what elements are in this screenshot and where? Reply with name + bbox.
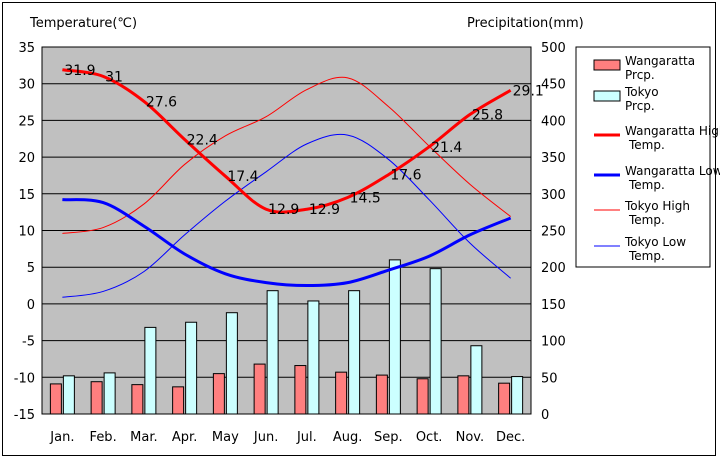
data-labels: 31.9 31 27.6 22.4 17.4 12.9 12.9 14.5 17.6 21.4 25… xyxy=(64,63,543,218)
temperature-lines xyxy=(62,68,512,298)
high-temp-data-label: 21.4 xyxy=(431,140,462,156)
tokyo-precip-bar xyxy=(511,376,524,415)
x-tick-label: Aug. xyxy=(333,430,363,445)
x-tick-label: Mar. xyxy=(130,430,157,445)
x-tick-label: Oct. xyxy=(416,430,443,445)
x-tick-label: Nov. xyxy=(456,430,485,445)
left-tick-label: 35 xyxy=(18,41,35,56)
left-tick-label: 15 xyxy=(18,188,35,203)
right-tick-label: 0 xyxy=(541,408,549,423)
tokyo-low-temp-line xyxy=(62,133,511,298)
tokyo-precip-bar xyxy=(470,345,483,415)
right-axis-title: Precipitation(mm) xyxy=(467,16,584,31)
right-tick-label: 250 xyxy=(541,225,566,240)
tokyo-precip-bar xyxy=(62,375,75,415)
x-tick-label: Feb. xyxy=(90,430,117,445)
wangaratta-precip-bar xyxy=(375,374,388,415)
right-tick-label: 300 xyxy=(541,188,566,203)
tokyo-precip-bar xyxy=(307,300,320,415)
high-temp-data-label: 25.8 xyxy=(472,108,503,124)
left-tick-label: 25 xyxy=(18,114,35,129)
tokyo-precip-bar xyxy=(348,290,361,415)
legend-label: Tokyo Low Temp. xyxy=(624,235,686,263)
high-temp-data-label: 17.4 xyxy=(227,169,258,185)
high-temp-data-label: 14.5 xyxy=(350,190,381,206)
wangaratta-precip-bar xyxy=(212,373,225,415)
high-temp-data-label: 12.9 xyxy=(268,202,299,218)
right-tick-label: 50 xyxy=(541,371,558,386)
precipitation-bars xyxy=(49,259,524,415)
legend-box xyxy=(575,46,711,268)
wangaratta-high-temp-line xyxy=(62,68,512,214)
legend-label: Tokyo High Temp. xyxy=(624,199,690,227)
legend-label: Wangaratta Prcp. xyxy=(625,54,695,82)
right-tick-label: 100 xyxy=(541,335,566,350)
right-tick-label: 500 xyxy=(541,41,566,56)
high-temp-data-label: 12.9 xyxy=(309,202,340,218)
x-tick-label: May xyxy=(212,430,239,445)
tokyo-precip-bar xyxy=(103,372,116,415)
left-axis-title: Temperature(℃) xyxy=(29,16,137,31)
right-tick-label: 350 xyxy=(541,151,566,166)
legend-label: Tokyo Prcp. xyxy=(624,85,659,113)
right-tick-label: 150 xyxy=(541,298,566,313)
tokyo-precip-bar xyxy=(225,312,238,415)
left-tick-label: 20 xyxy=(18,151,35,166)
tokyo-precip-bar xyxy=(388,259,401,415)
wangaratta-precip-bar xyxy=(131,384,144,415)
axes: -15-10-505101520253035050100150200250300… xyxy=(14,41,566,445)
x-tick-label: Apr. xyxy=(172,430,197,445)
wangaratta-precip-bar xyxy=(253,363,266,415)
wangaratta-low-temp-line xyxy=(62,198,512,288)
high-temp-data-label: 29.1 xyxy=(513,83,544,99)
left-tick-label: 5 xyxy=(27,261,35,276)
tokyo-precip-bar xyxy=(144,326,157,415)
high-temp-data-label: 22.4 xyxy=(187,132,218,148)
x-tick-label: Jan. xyxy=(49,430,74,445)
high-temp-data-label: 17.6 xyxy=(390,168,421,184)
x-tick-label: Jun. xyxy=(253,430,278,445)
high-temp-data-label: 31 xyxy=(105,69,123,85)
tokyo-high-temp-line xyxy=(62,76,511,234)
tokyo-precip-bar xyxy=(185,321,198,415)
legend-label: Wangaratta Low Temp. xyxy=(625,164,720,192)
x-tick-label: Dec. xyxy=(496,430,525,445)
left-tick-label: 0 xyxy=(27,298,35,313)
left-tick-label: 30 xyxy=(18,78,35,93)
x-tick-label: Jul. xyxy=(296,430,317,445)
wangaratta-precip-bar xyxy=(335,371,348,415)
high-temp-data-label: 31.9 xyxy=(64,63,95,79)
wangaratta-precip-bar xyxy=(90,381,103,415)
wangaratta-precip-bar xyxy=(172,386,185,415)
x-tick-label: Sep. xyxy=(374,430,403,445)
wangaratta-precip-bar xyxy=(498,382,511,415)
left-tick-label: -5 xyxy=(22,335,35,350)
tokyo-precip-bar xyxy=(266,290,279,415)
high-temp-data-label: 27.6 xyxy=(146,94,177,110)
left-tick-label: -10 xyxy=(14,371,35,386)
wangaratta-precip-bar xyxy=(457,375,470,415)
right-tick-label: 450 xyxy=(541,78,566,93)
tokyo-precip-bar xyxy=(429,268,442,415)
wangaratta-precip-bar xyxy=(416,378,429,415)
legend-label: Wangaratta High Temp. xyxy=(625,124,720,152)
legend-swatch xyxy=(593,59,621,71)
left-tick-label: 10 xyxy=(18,225,35,240)
legend-swatch xyxy=(593,90,621,102)
wangaratta-precip-bar xyxy=(49,383,62,415)
legend: Wangaratta Prcp. Tokyo Prcp. Wangaratta High… xyxy=(593,54,720,263)
left-tick-label: -15 xyxy=(14,408,35,423)
grid-lines xyxy=(42,83,531,378)
right-tick-label: 400 xyxy=(541,114,566,129)
right-tick-label: 200 xyxy=(541,261,566,276)
wangaratta-precip-bar xyxy=(294,365,307,415)
